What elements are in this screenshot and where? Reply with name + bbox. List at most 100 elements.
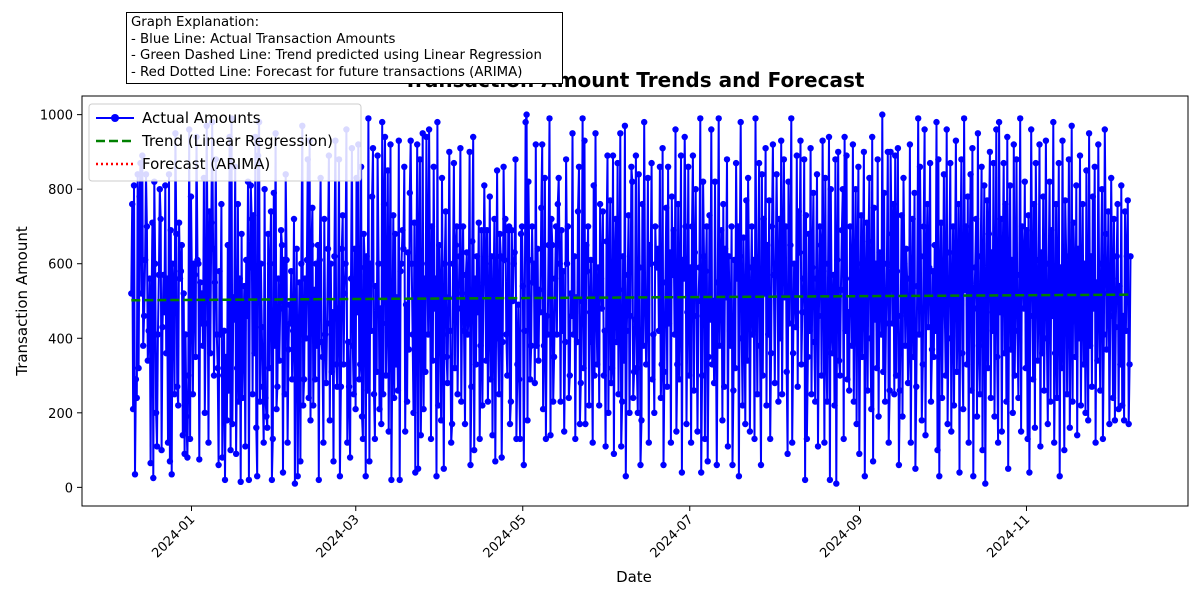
data-point [469, 238, 476, 245]
data-point [995, 118, 1003, 126]
data-point [1106, 420, 1113, 428]
data-point [590, 182, 597, 189]
data-point [865, 238, 872, 245]
data-point [537, 309, 544, 316]
data-point [949, 301, 956, 308]
data-point [429, 357, 436, 364]
data-point [541, 174, 549, 182]
data-point [487, 376, 494, 383]
data-point [323, 320, 331, 327]
data-point [1070, 219, 1077, 226]
data-point [1055, 159, 1063, 167]
data-point [532, 141, 539, 148]
data-point [888, 230, 895, 238]
data-point [1006, 182, 1014, 189]
data-point [596, 200, 604, 208]
data-point [378, 420, 385, 428]
data-point [1025, 212, 1032, 219]
data-point [263, 413, 270, 420]
data-point [377, 305, 384, 312]
data-point [661, 368, 668, 375]
data-point [219, 454, 226, 461]
data-point [1063, 253, 1070, 260]
data-point [681, 133, 688, 141]
data-point [146, 275, 153, 282]
data-point [502, 215, 509, 223]
data-point [639, 200, 646, 208]
data-point [648, 159, 655, 167]
data-point [555, 174, 562, 182]
data-point [482, 357, 490, 364]
data-point [1050, 118, 1057, 126]
data-point [734, 223, 742, 230]
data-point [301, 275, 309, 282]
data-point [799, 309, 806, 316]
data-point [994, 439, 1002, 446]
data-point [819, 137, 826, 144]
data-point [553, 331, 561, 338]
data-point [620, 357, 628, 364]
data-point [1088, 383, 1096, 390]
data-point [1063, 391, 1071, 398]
data-point [293, 245, 300, 252]
data-point [955, 200, 962, 208]
data-point [516, 435, 524, 443]
data-point [987, 394, 994, 402]
data-point [560, 268, 567, 275]
data-point [453, 223, 460, 230]
y-tick-label: 0 [65, 481, 73, 496]
data-point [246, 264, 254, 271]
data-point [937, 275, 944, 282]
data-point [984, 364, 992, 372]
data-point [173, 230, 180, 238]
data-point [1048, 227, 1055, 234]
data-point [396, 476, 403, 484]
data-point [309, 204, 316, 211]
data-point [583, 241, 590, 249]
data-point [689, 152, 697, 159]
data-point [690, 387, 698, 394]
data-point [969, 145, 976, 152]
data-point [295, 338, 302, 346]
data-point [721, 383, 728, 390]
data-point [1049, 312, 1056, 320]
data-point [364, 387, 371, 394]
data-point [1016, 271, 1023, 279]
data-point [668, 193, 675, 200]
data-point [656, 163, 664, 170]
data-point [707, 316, 714, 323]
x-tick-label: 2024-11 [984, 512, 1033, 561]
data-point [644, 174, 652, 182]
data-point [653, 264, 661, 271]
data-point [549, 241, 556, 249]
data-point [498, 454, 505, 461]
data-point [769, 141, 777, 148]
data-point [506, 420, 514, 428]
data-point [828, 323, 835, 331]
data-point [929, 268, 937, 275]
data-point [367, 260, 374, 267]
data-point [934, 446, 941, 454]
data-point [855, 163, 862, 170]
data-point [268, 476, 276, 484]
data-point [1066, 424, 1074, 431]
data-point [767, 350, 775, 357]
data-point [880, 189, 888, 197]
data-point [1051, 439, 1058, 446]
data-point [167, 227, 174, 234]
data-point [598, 305, 606, 312]
data-point [823, 350, 830, 357]
data-point [875, 413, 882, 420]
data-point [858, 353, 866, 361]
data-point [388, 476, 395, 484]
data-point [886, 387, 893, 394]
data-point [566, 372, 573, 379]
data-point [392, 361, 400, 368]
data-point [956, 469, 963, 476]
data-point [983, 309, 990, 316]
data-point [277, 305, 284, 312]
data-point [869, 133, 876, 141]
data-point [592, 130, 599, 137]
data-point [300, 402, 307, 409]
data-point [465, 312, 472, 320]
